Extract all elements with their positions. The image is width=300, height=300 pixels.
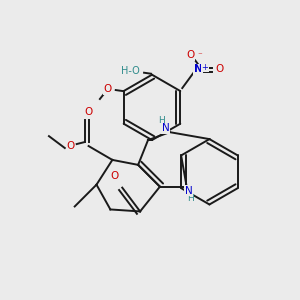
Text: O: O	[67, 141, 75, 151]
Text: O: O	[104, 84, 112, 94]
Text: H: H	[158, 116, 165, 125]
Text: O: O	[216, 64, 224, 74]
Text: +: +	[202, 63, 208, 72]
Text: O: O	[186, 50, 194, 60]
Text: H-O: H-O	[121, 66, 140, 76]
Text: N: N	[185, 186, 193, 196]
Text: N: N	[194, 64, 203, 74]
Text: O: O	[110, 171, 118, 181]
Text: H: H	[187, 194, 194, 203]
Text: ⁻: ⁻	[198, 51, 203, 60]
Text: N: N	[162, 123, 170, 133]
Text: O: O	[84, 107, 93, 117]
